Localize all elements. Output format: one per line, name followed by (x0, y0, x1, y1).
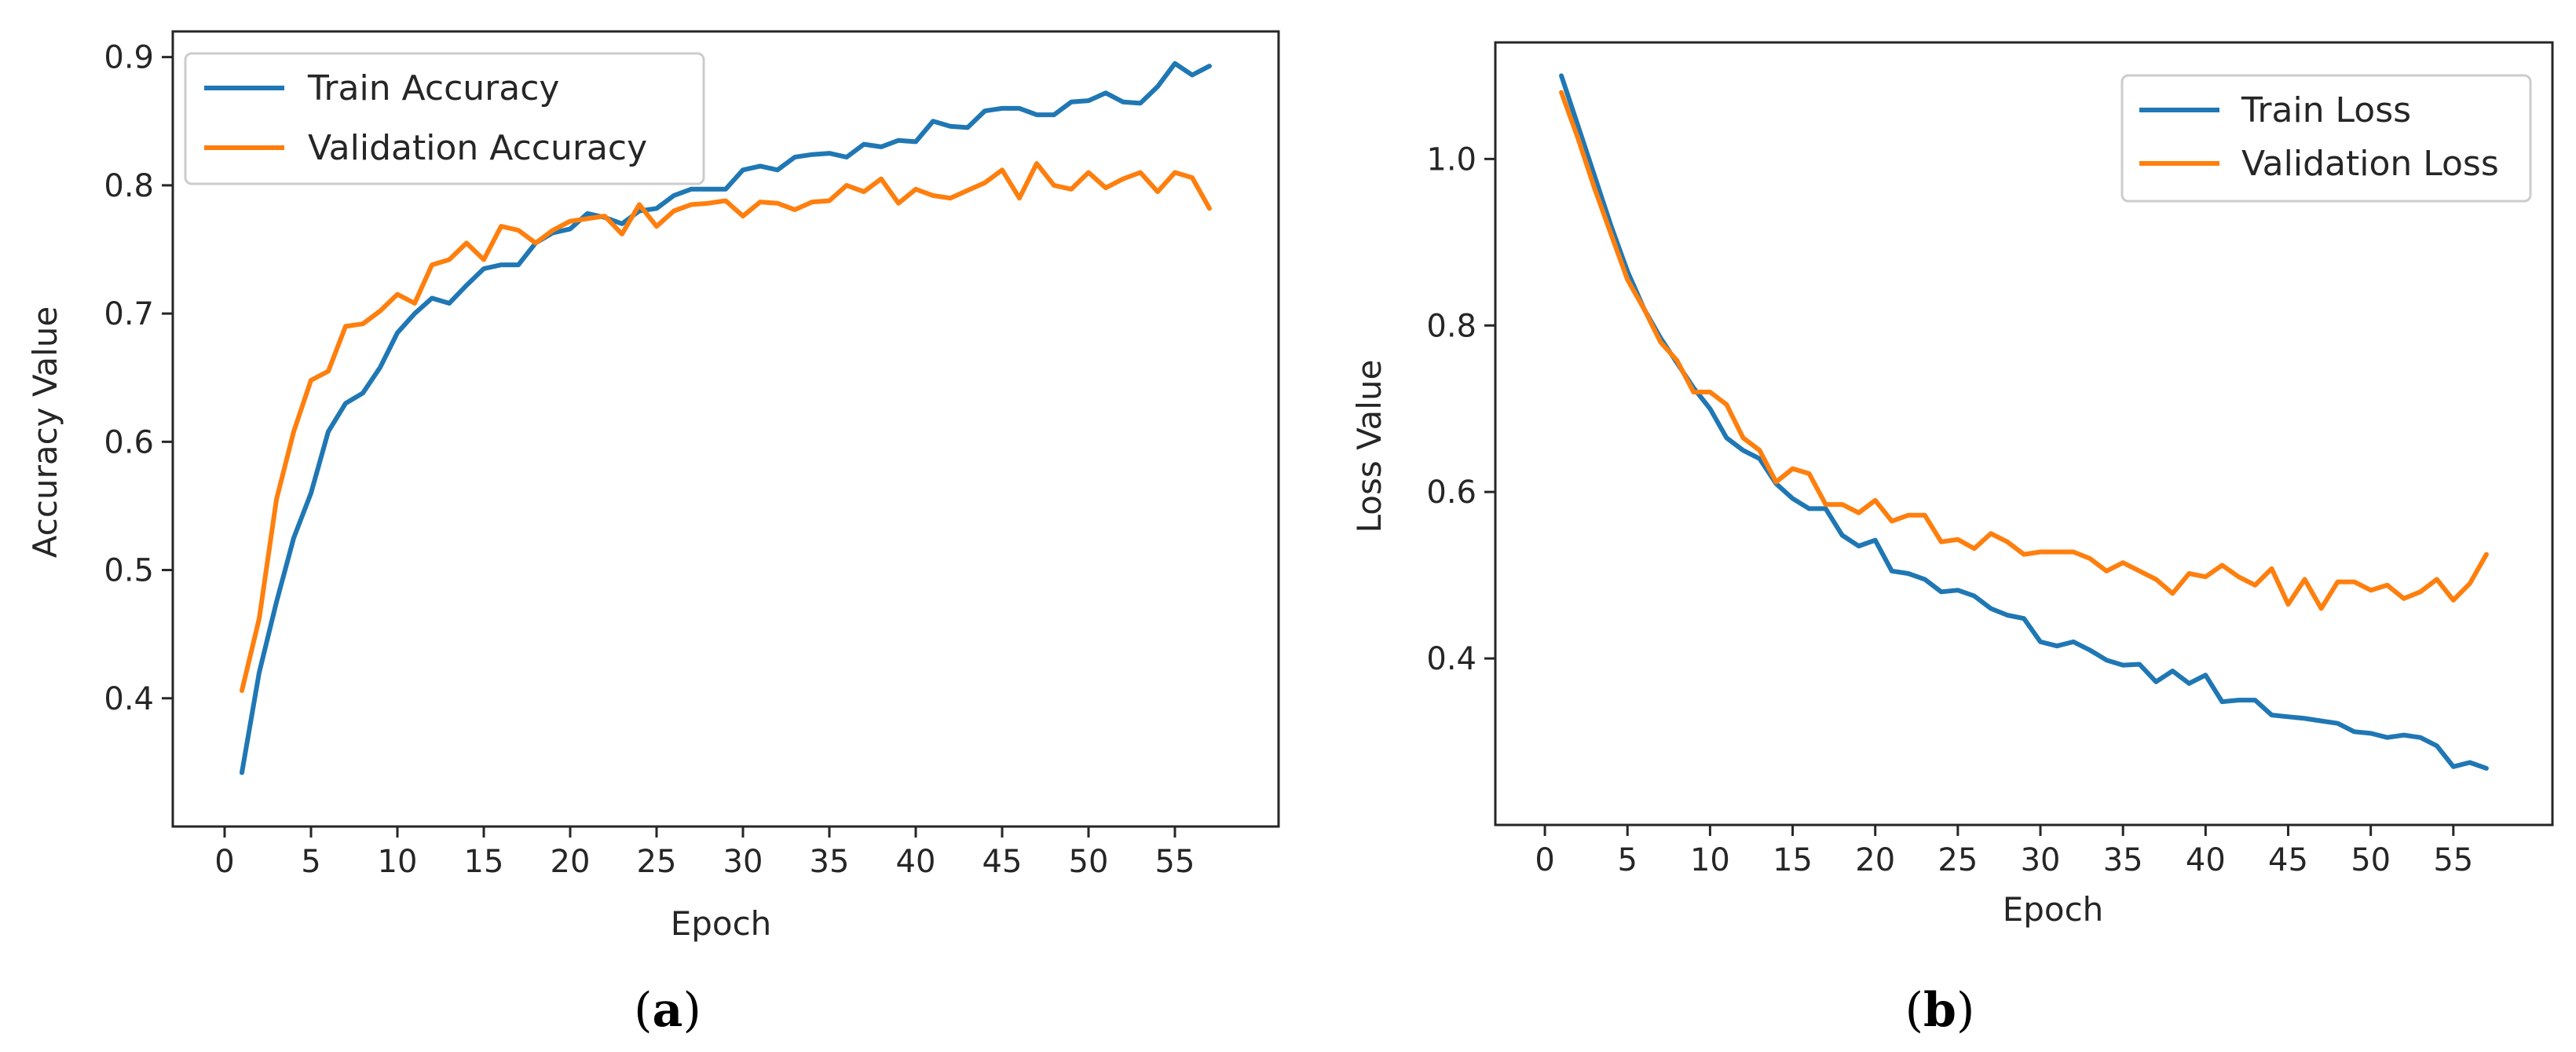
accuracy-x-tick-label: 55 (1155, 844, 1195, 880)
loss-x-tick-label: 55 (2433, 842, 2473, 878)
legend-label-validation-accuracy: Validation Accuracy (308, 128, 647, 168)
accuracy-y-tick-label: 0.6 (104, 424, 154, 460)
accuracy-chart: 0 5 10 15 20 25 30 35 40 45 50 55 0.4 0.5 0.6 0.7 0.8 0.9… (26, 30, 1280, 1038)
legend-label-train-accuracy: Train Accuracy (307, 68, 559, 108)
series-line-validation-accuracy (240, 161, 1212, 693)
accuracy-x-tick-label: 15 (464, 844, 504, 880)
loss-x-tick-label: 40 (2186, 842, 2226, 878)
legend-label-train-loss: Train Loss (2241, 90, 2411, 130)
legend-label-validation-loss: Validation Loss (2241, 144, 2499, 184)
loss-x-tick-label: 0 (1535, 842, 1554, 878)
series-line-validation-loss (1559, 90, 2489, 611)
loss-y-tick-label: 0.6 (1426, 475, 1476, 511)
loss-x-tick-label: 35 (2103, 842, 2143, 878)
accuracy-x-axis-label: Epoch (671, 904, 772, 943)
loss-x-tick-label: 5 (1618, 842, 1637, 878)
accuracy-y-tick-label: 0.8 (104, 168, 154, 204)
loss-x-tick-label: 45 (2268, 842, 2308, 878)
panel-label-b: (b) (1905, 983, 1975, 1038)
loss-x-tick-label: 30 (2021, 842, 2061, 878)
loss-x-tick-label: 10 (1690, 842, 1730, 878)
accuracy-x-tick-label: 30 (723, 844, 763, 880)
accuracy-y-tick-label: 0.5 (104, 553, 154, 589)
loss-legend: Train Loss Validation Loss (2120, 74, 2532, 203)
loss-y-tick-label: 0.4 (1426, 641, 1476, 677)
accuracy-x-tick-label: 35 (810, 844, 850, 880)
accuracy-ticks: 0 5 10 15 20 25 30 35 40 45 50 55 0.4 0.5 0.6 0.7 0.8 0.9 (104, 40, 1195, 880)
accuracy-x-tick-label: 45 (982, 844, 1023, 880)
loss-ticks: 0 5 10 15 20 25 30 35 40 45 50 55 0.4 0.6 0.8 1.0 (1426, 141, 2473, 878)
accuracy-y-tick-label: 0.7 (104, 296, 154, 332)
accuracy-x-tick-label: 50 (1069, 844, 1109, 880)
loss-plot-frame (1494, 41, 2554, 827)
loss-y-tick-label: 0.8 (1426, 308, 1476, 344)
accuracy-y-tick-label: 0.9 (104, 40, 154, 76)
accuracy-y-tick-label: 0.4 (104, 681, 154, 717)
accuracy-x-tick-label: 0 (214, 844, 234, 880)
accuracy-legend: Train Accuracy Validation Accuracy (184, 52, 705, 185)
loss-y-axis-label: Loss Value (1350, 360, 1389, 533)
accuracy-y-axis-label: Accuracy Value (26, 306, 64, 558)
accuracy-legend-box (184, 52, 705, 185)
loss-x-tick-label: 15 (1773, 842, 1813, 878)
series-line-train-loss (1559, 73, 2489, 771)
loss-legend-box (2120, 74, 2532, 203)
loss-chart: 0 5 10 15 20 25 30 35 40 45 50 55 0.4 0.6 0.8 1.0 Epoch… (1350, 41, 2554, 1038)
accuracy-x-tick-label: 25 (637, 844, 677, 880)
accuracy-series-lines (240, 60, 1212, 775)
accuracy-x-tick-label: 40 (896, 844, 936, 880)
series-line-train-accuracy (240, 60, 1212, 775)
loss-x-tick-label: 25 (1937, 842, 1978, 878)
accuracy-x-tick-label: 5 (301, 844, 320, 880)
loss-x-axis-label: Epoch (2003, 890, 2104, 929)
loss-y-tick-label: 1.0 (1426, 141, 1476, 178)
panel-letter-a: a (653, 983, 683, 1038)
accuracy-plot-frame (171, 30, 1280, 828)
loss-x-tick-label: 50 (2351, 842, 2391, 878)
panel-letter-b: b (1923, 983, 1956, 1038)
accuracy-x-tick-label: 10 (378, 844, 418, 880)
accuracy-x-tick-label: 20 (551, 844, 591, 880)
panel-label-a: (a) (634, 983, 701, 1038)
loss-x-tick-label: 20 (1855, 842, 1895, 878)
loss-series-lines (1559, 73, 2489, 771)
